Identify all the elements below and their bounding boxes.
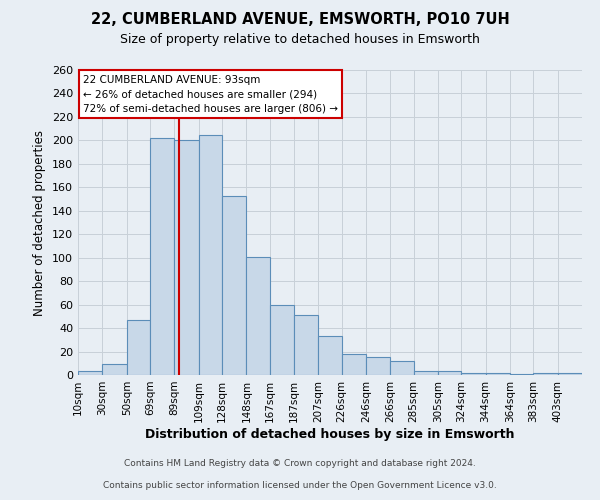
Bar xyxy=(175,140,199,375)
Text: 22 CUMBERLAND AVENUE: 93sqm
← 26% of detached houses are smaller (294)
72% of se: 22 CUMBERLAND AVENUE: 93sqm ← 26% of det… xyxy=(83,74,338,114)
Bar xyxy=(269,304,294,375)
Text: 22, CUMBERLAND AVENUE, EMSWORTH, PO10 7UH: 22, CUMBERLAND AVENUE, EMSWORTH, PO10 7U… xyxy=(91,12,509,28)
Bar xyxy=(78,372,103,375)
Bar xyxy=(391,361,413,375)
Text: Contains HM Land Registry data © Crown copyright and database right 2024.: Contains HM Land Registry data © Crown c… xyxy=(124,458,476,468)
Bar xyxy=(341,354,366,375)
Bar xyxy=(366,358,391,375)
Bar xyxy=(127,320,150,375)
Bar xyxy=(199,134,222,375)
Text: Size of property relative to detached houses in Emsworth: Size of property relative to detached ho… xyxy=(120,32,480,46)
X-axis label: Distribution of detached houses by size in Emsworth: Distribution of detached houses by size … xyxy=(145,428,515,440)
Bar xyxy=(222,196,247,375)
Bar xyxy=(438,372,461,375)
Bar xyxy=(510,374,533,375)
Bar xyxy=(247,256,269,375)
Bar xyxy=(319,336,341,375)
Y-axis label: Number of detached properties: Number of detached properties xyxy=(34,130,46,316)
Bar xyxy=(150,138,175,375)
Bar xyxy=(533,372,557,375)
Bar xyxy=(294,315,319,375)
Bar xyxy=(413,372,438,375)
Text: Contains public sector information licensed under the Open Government Licence v3: Contains public sector information licen… xyxy=(103,481,497,490)
Bar xyxy=(557,372,582,375)
Bar xyxy=(103,364,127,375)
Bar xyxy=(485,372,510,375)
Bar xyxy=(461,372,485,375)
